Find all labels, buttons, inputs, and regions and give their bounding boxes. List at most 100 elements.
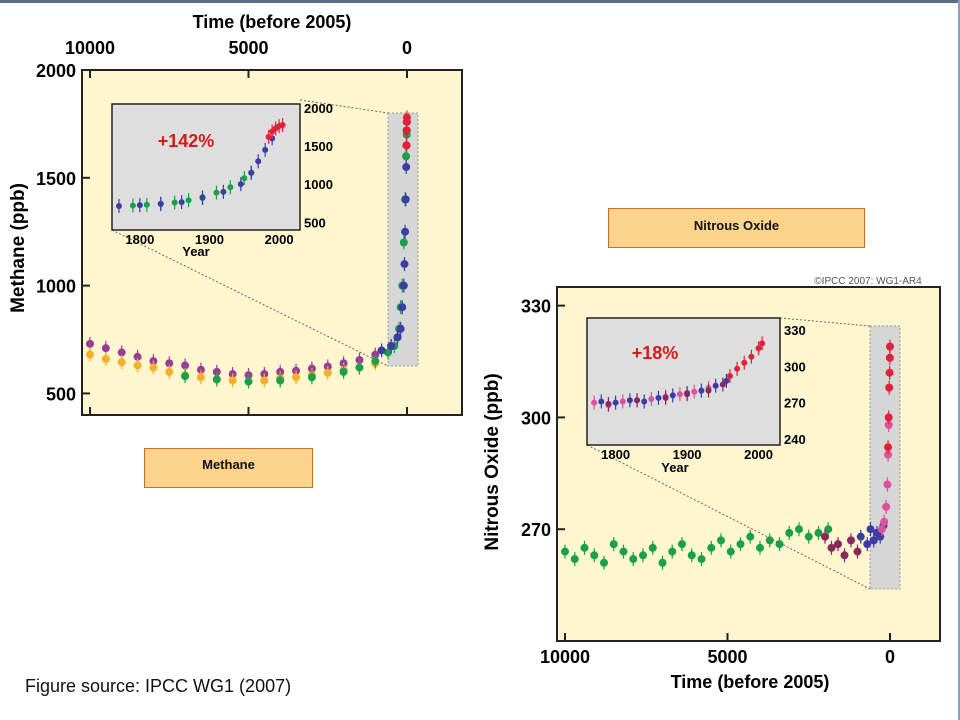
methane-point (402, 113, 411, 122)
methane-point (402, 141, 411, 150)
nitrous-y-axis-title: Nitrous Oxide (ppb) (482, 373, 503, 550)
methane-point (371, 357, 380, 366)
methane-point (244, 377, 253, 386)
methane-point (212, 367, 221, 376)
methane-increase-annotation: +142% (158, 131, 215, 151)
nitrous-point (885, 342, 894, 351)
nitrous-inset-point (712, 382, 719, 389)
nitrous-point (824, 525, 833, 534)
nitrous-point (884, 450, 893, 459)
nitrous-inset-point (705, 387, 712, 394)
nitrous-recent-band (869, 325, 901, 590)
nitrous-point (884, 443, 893, 452)
methane-connector-bottom (111, 229, 389, 367)
nitrous-inset-point (755, 345, 762, 352)
nitrous-inset-point (612, 399, 619, 406)
nitrous-x-tick-label: 10000 (540, 647, 590, 667)
nitrous-inset-point (641, 398, 648, 405)
methane-inset-point (265, 133, 272, 140)
methane-inset-point (248, 169, 255, 176)
nitrous-point (561, 547, 569, 556)
nitrous-point (648, 543, 657, 552)
methane-inset-point (157, 201, 164, 208)
nitrous-inset-point (741, 359, 748, 366)
figure-source: Figure source: IPCC WG1 (2007) (25, 676, 292, 696)
methane-point (181, 361, 190, 370)
methane-point (101, 344, 110, 353)
nitrous-point (775, 540, 784, 549)
nitrous-point (821, 532, 829, 541)
methane-inset-point (255, 158, 262, 165)
nitrous-inset-point (669, 392, 676, 399)
nitrous-point (619, 547, 628, 556)
methane-point (393, 333, 402, 342)
nitrous-inset-point (676, 391, 683, 398)
nitrous-point (840, 551, 849, 560)
nitrous-point (885, 368, 894, 377)
nitrous-inset-point (719, 381, 726, 388)
methane-point (323, 368, 332, 377)
nitrous-point (570, 555, 579, 564)
methane-inset-point (262, 146, 269, 153)
nitrous-point (866, 525, 875, 534)
nitrous-inset-point (691, 388, 698, 395)
nitrous-point (590, 551, 599, 560)
methane-inset-point (279, 122, 286, 128)
nitrous-point (804, 532, 813, 541)
methane-connector-top (299, 99, 389, 114)
nitrous-point (847, 536, 855, 545)
methane-point (86, 339, 94, 348)
methane-inset-point (129, 202, 136, 209)
methane-inset-x-tick-label: 1900 (195, 232, 224, 247)
nitrous-y-tick-label: 330 (521, 297, 551, 317)
methane-x-tick-label: 10000 (65, 38, 115, 58)
nitrous-inset-point (648, 396, 655, 403)
methane-point (133, 361, 142, 370)
nitrous-point (678, 540, 686, 549)
nitrous-inset-y-tick-label: 240 (784, 432, 806, 447)
methane-point (401, 195, 410, 204)
methane-point (400, 260, 409, 269)
nitrous-inset-x-tick-label: 1900 (673, 447, 702, 462)
methane-point (396, 324, 405, 333)
nitrous-inset-point (759, 340, 766, 347)
methane-point (399, 238, 408, 247)
methane-point (398, 303, 407, 312)
nitrous-inset-y-tick-label: 330 (784, 323, 806, 338)
methane-inset-point (136, 202, 143, 209)
methane-point (260, 376, 269, 385)
methane-inset-point (213, 189, 220, 196)
methane-point (339, 367, 348, 376)
nitrous-point (756, 543, 764, 552)
nitrous-point (827, 543, 836, 552)
methane-point (402, 163, 411, 172)
right-border (958, 0, 960, 720)
methane-y-tick-label: 2000 (36, 61, 76, 81)
methane-point (307, 373, 316, 382)
methane-inset-x-axis-title: Year (182, 244, 209, 259)
nitrous-inset-point (626, 397, 633, 404)
methane-point (399, 281, 408, 290)
methane-inset-point (199, 194, 206, 201)
nitrous-point (707, 543, 716, 552)
nitrous-inset-x-axis-title: Year (661, 460, 688, 475)
methane-y-tick-label: 500 (46, 384, 76, 404)
nitrous-inset-x-tick-label: 1800 (601, 447, 630, 462)
nitrous-inset-point (655, 394, 662, 401)
nitrous-point (882, 502, 891, 511)
nitrous-point (765, 536, 774, 545)
methane-point (101, 354, 110, 363)
methane-x-tick-label: 5000 (228, 38, 268, 58)
methane-inset-y-tick-label: 1000 (304, 177, 333, 192)
methane-inset-point (185, 197, 192, 204)
methane-top-axis-title: Time (before 2005) (193, 12, 352, 32)
nitrous-inset-y-tick-label: 300 (784, 359, 806, 374)
nitrous-point (736, 540, 745, 549)
nitrous-x-tick-label: 5000 (707, 647, 747, 667)
nitrous-point (697, 555, 706, 564)
methane-point (402, 126, 411, 135)
nitrous-x-tick-label: 0 (885, 647, 895, 667)
methane-point (228, 376, 237, 385)
nitrous-point (876, 532, 885, 541)
nitrous-inset-point (662, 394, 669, 401)
